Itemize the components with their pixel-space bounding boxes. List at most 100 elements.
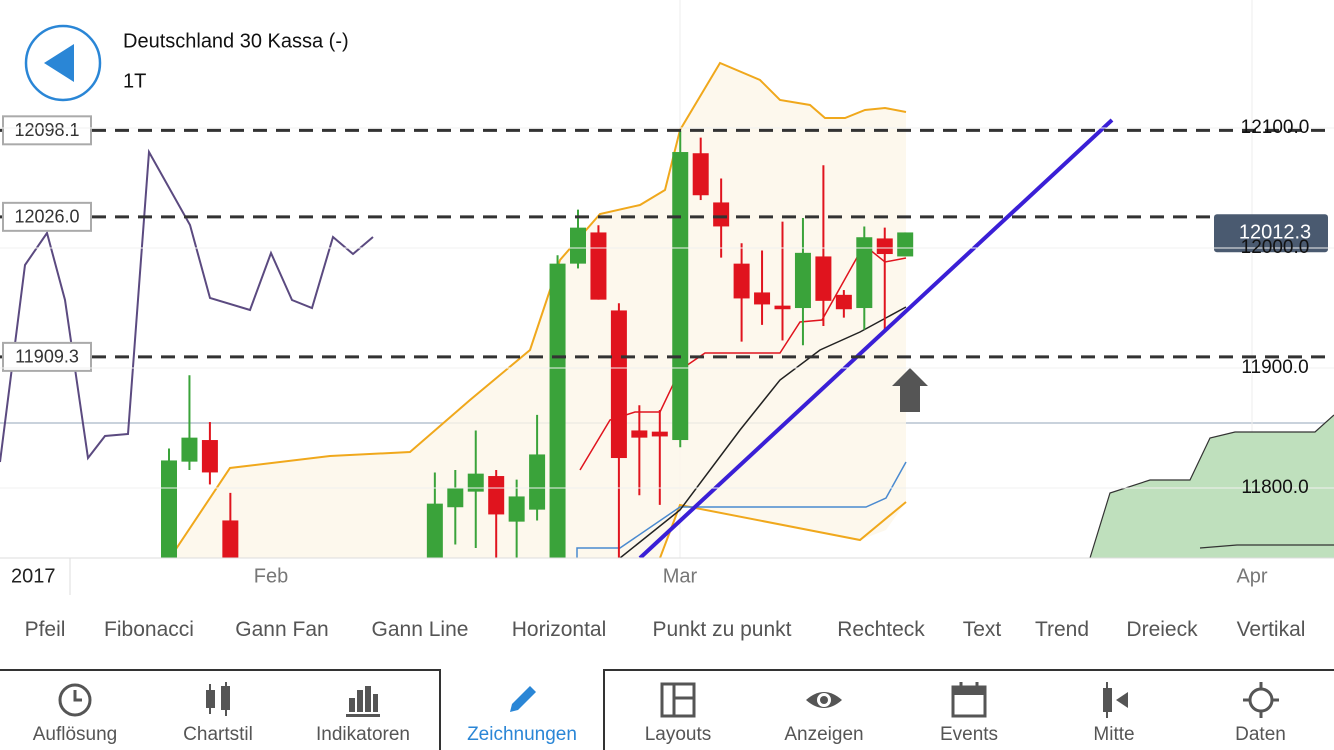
drawing-tool[interactable]: Pfeil (24, 618, 66, 641)
tab-label: Chartstil (183, 724, 253, 745)
candle-body (610, 310, 627, 459)
trend-line (638, 118, 1114, 558)
cloud (1090, 415, 1334, 558)
candle-body (856, 237, 873, 309)
drawing-tool[interactable]: Fibonacci (104, 618, 194, 641)
tab-icon (660, 682, 696, 718)
tab-label: Zeichnungen (467, 724, 577, 745)
candle-body (549, 263, 566, 558)
chart: 12098.1 12026.0 11909.3 12012.3 2017 Feb Ma… (0, 0, 1334, 595)
candle-body (426, 503, 443, 558)
month-label: Mar (663, 565, 698, 587)
tab[interactable]: Daten (1187, 670, 1334, 750)
level-label: 12026.0 (14, 207, 79, 227)
level-label-box (2, 201, 92, 232)
drawing-tool[interactable]: Rechteck (837, 618, 925, 641)
drawing-tool[interactable]: Vertikal (1236, 618, 1306, 641)
month-label: Feb (254, 565, 288, 587)
tab-icon (1103, 682, 1128, 718)
last-price-label: 12012.3 (1239, 222, 1311, 244)
cloud-edge (1199, 544, 1334, 549)
candle-body (897, 232, 914, 257)
tab[interactable]: Anzeigen (751, 670, 897, 750)
candle-body (447, 488, 464, 508)
candle-body (570, 227, 586, 264)
tab-label: Indikatoren (315, 724, 410, 745)
candle-body (651, 431, 668, 437)
y-tick-label: 12000.0 (1241, 237, 1310, 258)
indicator-line (619, 306, 907, 558)
tab-icon (58, 683, 92, 717)
y-tick-label: 12100.0 (1241, 117, 1310, 138)
candle-body (672, 152, 689, 441)
level-label: 11909.3 (15, 347, 79, 367)
tab[interactable]: Zeichnungen (441, 670, 603, 750)
candle-body (488, 476, 505, 515)
level-label: 12098.1 (14, 120, 79, 140)
candle-body (692, 153, 709, 196)
tab-icon (510, 686, 536, 712)
tab-border (439, 669, 441, 750)
candles (161, 130, 914, 558)
drawing-tool[interactable]: Dreieck (1126, 618, 1198, 641)
candle-body (181, 437, 198, 462)
time-axis (0, 558, 1334, 595)
candle-body (794, 252, 811, 309)
tab-label: Auflösung (32, 724, 118, 745)
tab-label: Anzeigen (784, 724, 864, 745)
drawing-tool[interactable]: Trend (1034, 618, 1090, 641)
tab-border (603, 669, 605, 750)
interval: 1T (123, 70, 146, 92)
candle-body (733, 263, 750, 299)
year-label: 2017 (11, 565, 56, 587)
candle-body (508, 496, 525, 522)
candle-body (590, 232, 607, 300)
tab-border (604, 669, 1334, 671)
cloud-edge (1089, 414, 1334, 558)
tab-icon (1242, 682, 1279, 718)
tab-label: Mitte (1093, 724, 1135, 745)
drawing-tool[interactable]: Horizontal (511, 618, 607, 641)
tab-icon (346, 686, 380, 717)
tab[interactable]: Auflösung (0, 670, 150, 750)
drawing-tool[interactable]: Gann Fan (235, 618, 329, 641)
candle-body (754, 292, 771, 305)
candle-body (161, 460, 177, 558)
indicator-line (0, 148, 374, 463)
candle-body (713, 202, 730, 227)
candle-body (201, 440, 218, 473)
tab[interactable]: Events (897, 670, 1041, 750)
candle-body (222, 520, 239, 558)
tab-icon (206, 682, 230, 716)
indicator-line (576, 461, 907, 558)
tab[interactable]: Chartstil (150, 670, 286, 750)
drawing-tool[interactable]: Gann Line (371, 618, 469, 641)
plot-area (0, 0, 1334, 558)
last-price-box (1214, 214, 1328, 253)
tab-label: Daten (1235, 724, 1286, 745)
candle-body (815, 256, 832, 301)
levels: 12098.1 12026.0 11909.3 12012.3 (0, 115, 1334, 372)
tab-icon (806, 692, 842, 708)
drawing-tool[interactable]: Punkt zu punkt (652, 618, 792, 641)
tool-bar (0, 595, 1334, 670)
candle-body (835, 294, 852, 310)
level-label-box (2, 341, 92, 372)
tab[interactable]: Indikatoren (286, 670, 440, 750)
price-axis: 12100.0 12000.0 11900.0 11800.0 (0, 117, 1334, 498)
candle-body (876, 238, 893, 255)
arrow-up (892, 368, 928, 412)
candle-body (631, 430, 648, 438)
drawing-tool[interactable]: Text (962, 618, 1002, 641)
y-tick-label: 11900.0 (1241, 357, 1308, 378)
candle-body (529, 454, 546, 510)
tab[interactable]: Mitte (1041, 670, 1187, 750)
candle-body (467, 473, 484, 492)
candle-body (774, 305, 791, 310)
level-label-box (2, 115, 92, 146)
tab[interactable]: Layouts (605, 670, 751, 750)
tab-icon (951, 682, 987, 718)
